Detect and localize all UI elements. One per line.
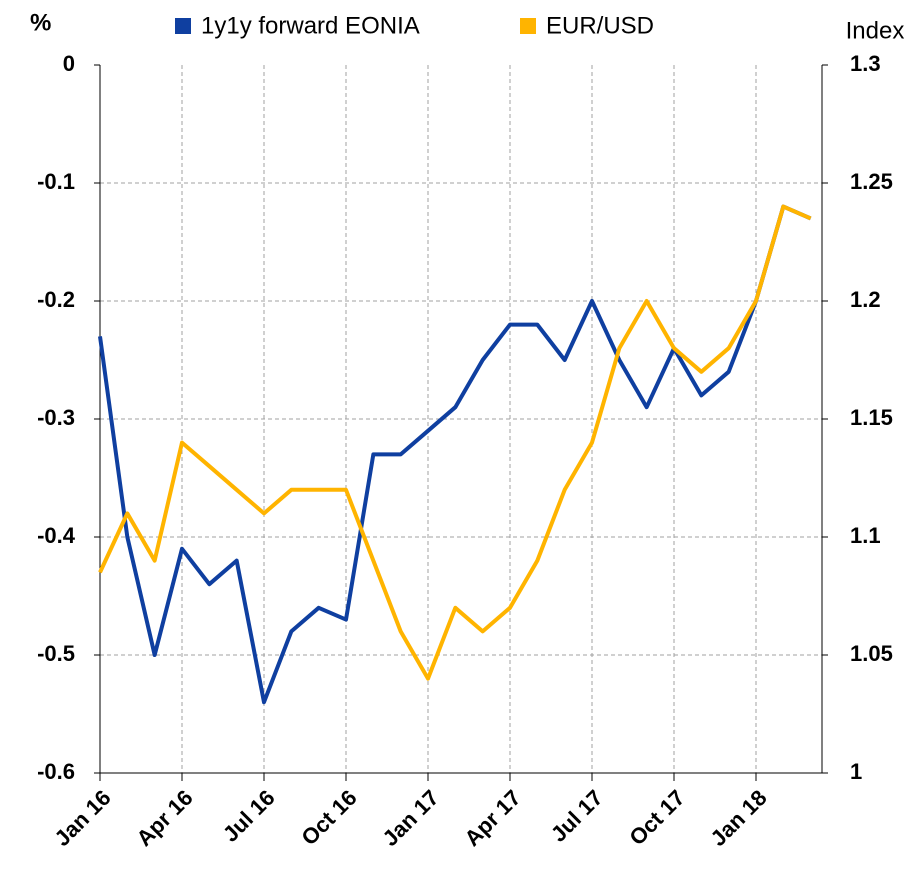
- y2-tick-label: 1.05: [850, 641, 893, 666]
- y2-tick-label: 1.1: [850, 523, 881, 548]
- y2-tick-label: 1.2: [850, 287, 881, 312]
- legend-label: 1y1y forward EONIA: [201, 12, 420, 39]
- series-line: [98, 204, 812, 705]
- y2-tick-label: 1: [850, 759, 862, 784]
- y-tick-label: -0.1: [37, 169, 75, 194]
- x-tick-label: Apr 16: [132, 785, 198, 851]
- x-tick-label: Jul 17: [546, 785, 608, 847]
- x-tick-label: Apr 17: [460, 785, 526, 851]
- y-tick-label: -0.6: [37, 759, 75, 784]
- y-tick-label: -0.2: [37, 287, 75, 312]
- x-tick-label: Jul 16: [218, 785, 280, 847]
- legend-swatch: [175, 18, 191, 34]
- y-axis-label: %: [30, 9, 51, 36]
- y2-axis-label: Index: [846, 17, 905, 44]
- x-tick-label: Jan 16: [50, 785, 116, 851]
- series-line: [98, 204, 812, 681]
- y-tick-label: 0: [63, 51, 75, 76]
- y2-tick-label: 1.25: [850, 169, 893, 194]
- y2-tick-label: 1.15: [850, 405, 893, 430]
- legend-swatch: [520, 18, 536, 34]
- x-tick-label: Jan 17: [378, 785, 444, 851]
- x-tick-label: Oct 16: [296, 785, 361, 850]
- legend-label: EUR/USD: [546, 12, 654, 39]
- x-tick-label: Oct 17: [624, 785, 689, 850]
- y2-tick-label: 1.3: [850, 51, 881, 76]
- y-tick-label: -0.5: [37, 641, 75, 666]
- y-tick-label: -0.4: [37, 523, 76, 548]
- x-tick-label: Jan 18: [706, 785, 772, 851]
- y-tick-label: -0.3: [37, 405, 75, 430]
